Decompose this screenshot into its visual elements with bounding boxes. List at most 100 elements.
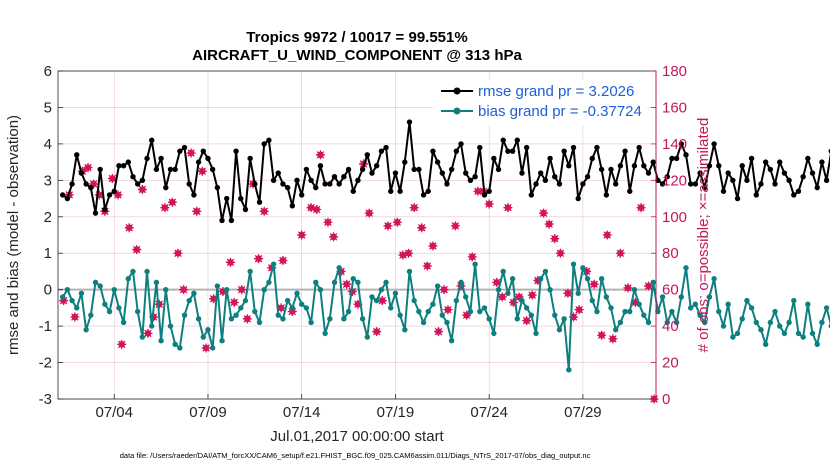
- bias-point: [636, 301, 642, 307]
- rmse-point: [200, 148, 206, 154]
- obs-marker-cross: [630, 297, 640, 307]
- bias-point: [575, 290, 581, 297]
- bias-point: [149, 323, 155, 329]
- rmse-point: [533, 181, 539, 187]
- obs-count-marker: [229, 297, 239, 307]
- obs-count-marker: [409, 203, 419, 213]
- rmse-point: [678, 141, 685, 147]
- bias-point: [556, 327, 563, 333]
- rmse-point: [280, 181, 286, 187]
- rmse-point: [448, 166, 455, 173]
- obs-marker-cross: [237, 285, 247, 295]
- rmse-point: [772, 181, 778, 187]
- rmse-point: [383, 144, 389, 151]
- left-tick-label: 6: [44, 63, 52, 80]
- rmse-point: [538, 170, 544, 176]
- bias-point: [92, 279, 99, 286]
- right-tick-label: 40: [662, 318, 679, 335]
- bias-point: [533, 330, 539, 337]
- obs-count-marker: [132, 245, 142, 255]
- obs-marker-cross: [167, 197, 177, 207]
- rmse-point: [186, 181, 192, 187]
- rmse-point: [575, 195, 581, 202]
- bias-point: [134, 308, 141, 315]
- bias-point: [345, 308, 352, 315]
- obs-count-marker: [323, 217, 333, 227]
- obs-count-marker: [539, 208, 549, 218]
- rmse-point: [814, 184, 820, 191]
- obs-count-marker: [124, 223, 134, 233]
- obs-marker-cross: [608, 334, 618, 344]
- obs-marker-cross: [179, 285, 189, 295]
- obs-marker-cross: [160, 203, 170, 213]
- obs-count-marker: [312, 204, 322, 214]
- bias-point: [317, 286, 324, 293]
- obs-marker-cross: [201, 343, 211, 353]
- rmse-point: [289, 203, 296, 209]
- bias-point: [819, 319, 825, 326]
- bias-point: [664, 319, 670, 326]
- rmse-point: [542, 177, 549, 184]
- obs-count-marker: [113, 190, 123, 200]
- x-tick-label: 07/14: [283, 404, 321, 421]
- obs-count-marker: [439, 285, 449, 295]
- rmse-point: [758, 181, 764, 187]
- obs-count-marker: [315, 150, 325, 160]
- bias-point: [125, 276, 131, 282]
- rmse-point: [364, 152, 371, 158]
- obs-marker-cross: [197, 166, 207, 176]
- bias-point: [627, 308, 633, 315]
- rmse-point: [78, 170, 85, 176]
- bias-point: [434, 283, 441, 289]
- rmse-point: [430, 148, 436, 154]
- obs-marker-cross: [497, 292, 507, 302]
- bias-point: [467, 308, 474, 315]
- bias-point: [608, 305, 614, 311]
- bias-point: [730, 334, 736, 340]
- bias-point: [200, 334, 206, 340]
- bias-point: [552, 312, 558, 318]
- rmse-point: [298, 192, 305, 198]
- obs-count-marker: [597, 330, 607, 340]
- rmse-point: [472, 173, 478, 180]
- obs-marker-cross: [533, 276, 543, 286]
- bias-point: [683, 265, 689, 271]
- bias-point: [402, 327, 408, 333]
- obs-marker-cross: [522, 316, 532, 326]
- obs-count-marker: [497, 292, 507, 302]
- bias-point: [669, 308, 675, 315]
- rmse-point: [420, 192, 427, 198]
- rmse-point: [819, 159, 825, 165]
- obs-marker-cross: [434, 327, 444, 337]
- rmse-point: [120, 163, 127, 169]
- rmse-point: [519, 170, 525, 176]
- rmse-point: [781, 170, 788, 176]
- right-tick-label: 20: [662, 355, 679, 372]
- bias-point: [641, 312, 647, 318]
- obs-marker-cross: [297, 230, 307, 240]
- left-tick-label: 3: [44, 172, 52, 189]
- obs-marker-cross: [582, 266, 592, 276]
- bias-point: [69, 297, 75, 304]
- bias-point: [336, 265, 342, 271]
- rmse-point: [561, 148, 567, 154]
- rmse-point: [687, 181, 694, 187]
- bias-point: [655, 308, 661, 315]
- rmse-point: [641, 163, 647, 169]
- bias-point: [795, 330, 802, 337]
- bias-point: [186, 297, 192, 304]
- rmse-point: [791, 192, 797, 198]
- rmse-point: [612, 181, 619, 187]
- rmse-point: [205, 155, 211, 162]
- left-tick-label: -2: [39, 355, 52, 372]
- bias-point: [678, 294, 685, 300]
- obs-count-marker: [83, 163, 93, 173]
- rmse-point: [317, 163, 324, 169]
- obs-marker-cross: [544, 219, 554, 229]
- bias-point: [598, 276, 605, 282]
- rmse-point: [341, 173, 347, 180]
- obs-count-marker: [201, 343, 211, 353]
- obs-count-marker: [197, 166, 207, 176]
- left-tick-label: -3: [39, 391, 52, 408]
- obs-count-marker: [372, 327, 382, 337]
